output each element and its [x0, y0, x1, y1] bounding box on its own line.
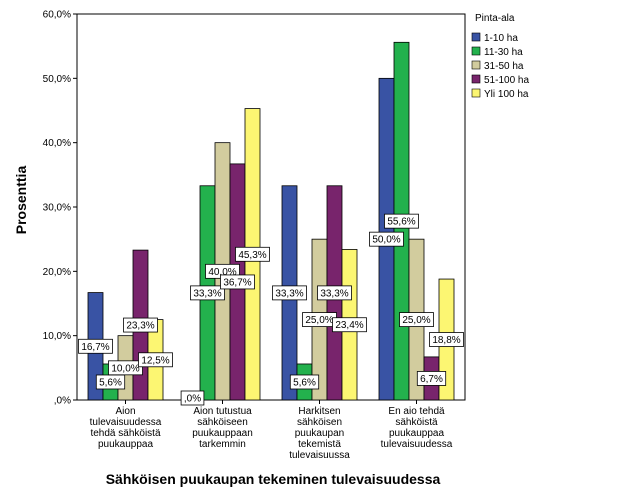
data-label-text: 25,0% [305, 315, 333, 326]
data-label-text: 55,6% [387, 217, 415, 228]
data-label: 33,3% [272, 285, 307, 301]
data-label-box [235, 246, 270, 262]
x-category-label: En aio tehdä sähköistä puukauppaa tulevaisu… [381, 406, 453, 450]
legend-label: 1-10 ha [484, 33, 518, 44]
data-label-box [384, 213, 419, 229]
x-category-label: Harkitsen sähköisen puukaupan tekemistä tule… [289, 406, 350, 461]
data-label-text: 23,3% [126, 321, 154, 332]
data-label: 25,0% [399, 312, 434, 327]
data-label-box [332, 317, 367, 333]
data-label-text: 40,0% [208, 267, 236, 278]
data-label-text: 10,0% [111, 363, 139, 374]
legend-swatch [471, 74, 481, 84]
data-label: 16,7% [78, 338, 113, 354]
x-category-label: Aion tulevaisuudessa tehdä sähköistä puukau… [90, 406, 162, 450]
data-label-box [289, 374, 320, 390]
legend-label: 11-30 ha [484, 47, 523, 58]
data-label-box [317, 285, 352, 301]
data-label-text: 33,3% [320, 288, 348, 299]
data-label: 25,0% [302, 312, 337, 327]
y-tick-label: ,0% [54, 396, 71, 407]
x-axis-title: Sähköisen puukaupan tekeminen tulevaisuu… [106, 471, 441, 487]
x-category-label-line: puukaupan [295, 428, 345, 439]
data-label-box [369, 231, 404, 247]
data-label-text: 45,3% [238, 250, 266, 261]
x-category-label-line: En aio tehdä [388, 406, 445, 417]
x-category-label-line: sähköisen [297, 417, 342, 428]
data-label: 50,0% [369, 231, 404, 247]
data-label: 5,6% [289, 374, 320, 390]
y-tick-label: 40,0% [43, 138, 71, 149]
data-label-text: 16,7% [81, 342, 109, 353]
data-label-box [272, 285, 307, 301]
data-label: 10,0% [108, 360, 143, 376]
data-label-text: 25,0% [402, 315, 430, 326]
data-label-text: 6,7% [420, 374, 443, 385]
data-label-box [108, 360, 143, 376]
data-label: 33,3% [190, 285, 225, 301]
data-label-text: 5,6% [99, 377, 122, 388]
legend-title: Pinta-ala [475, 13, 515, 24]
x-category-label-line: Aion tutustua [193, 406, 252, 417]
data-label-text: 50,0% [372, 235, 400, 246]
x-category-label-line: tarkemmin [199, 439, 246, 450]
y-tick-label: 10,0% [43, 331, 71, 342]
data-label-text: 18,8% [432, 335, 460, 346]
data-label-text: 36,7% [223, 277, 251, 288]
data-label: 6,7% [416, 371, 447, 386]
data-label: 12,5% [138, 352, 173, 368]
x-category-label-line: puukauppaa [98, 439, 153, 450]
legend-swatch [471, 32, 481, 42]
data-label-box [180, 390, 205, 406]
legend-label: Yli 100 ha [484, 89, 529, 100]
data-label-text: 33,3% [275, 288, 303, 299]
legend-swatch [471, 88, 481, 98]
x-category-label-line: tulevaisuussa [289, 450, 350, 461]
data-label-text: 5,6% [293, 377, 316, 388]
y-tick-label: 60,0% [43, 10, 71, 21]
x-category-label-line: puukauppaan [192, 428, 253, 439]
data-label-box [190, 285, 225, 301]
data-label-box [399, 312, 434, 327]
legend-label: 51-100 ha [484, 75, 529, 86]
x-category-label-line: puukauppaa [389, 428, 444, 439]
data-label: ,0% [180, 390, 205, 406]
x-category-label-line: Aion [115, 406, 135, 417]
y-axis-title: Prosenttia [13, 166, 29, 235]
x-category-label-line: tekemistä [298, 439, 341, 450]
data-label-box [138, 352, 173, 368]
legend-label: 31-50 ha [484, 61, 524, 72]
y-tick-label: 50,0% [43, 74, 71, 85]
data-label: 5,6% [95, 374, 126, 390]
legend-swatch [471, 46, 481, 56]
data-label-box [123, 317, 158, 333]
data-label: 23,3% [123, 317, 158, 333]
data-label: 23,4% [332, 317, 367, 333]
data-label-text: 33,3% [193, 288, 221, 299]
data-label: 55,6% [384, 213, 419, 229]
data-label-box [220, 274, 255, 290]
x-category-label-line: Harkitsen [298, 406, 340, 417]
data-label-text: 12,5% [141, 355, 169, 366]
x-category-label-line: tulevaisuudessa [90, 417, 162, 428]
x-category-label: Aion tutustua sähköiseen puukauppaan tarkem… [192, 406, 253, 450]
data-label-box [416, 371, 447, 386]
x-category-label-line: sähköiseen [197, 417, 248, 428]
data-label: 36,7% [220, 274, 255, 290]
x-category-label-line: tulevaisuudessa [381, 439, 453, 450]
data-label-text: ,0% [184, 394, 201, 405]
data-label-text: 23,4% [335, 320, 363, 331]
y-tick-label: 20,0% [43, 267, 71, 278]
data-label-box [429, 332, 464, 347]
data-label: 45,3% [235, 246, 270, 262]
y-tick-label: 30,0% [43, 203, 71, 214]
x-category-label-line: tehdä sähköistä [90, 428, 160, 439]
legend-swatch [471, 60, 481, 70]
x-category-label-line: sähköistä [395, 417, 438, 428]
data-label: 18,8% [429, 332, 464, 347]
data-label-box [78, 338, 113, 354]
data-label: 33,3% [317, 285, 352, 301]
